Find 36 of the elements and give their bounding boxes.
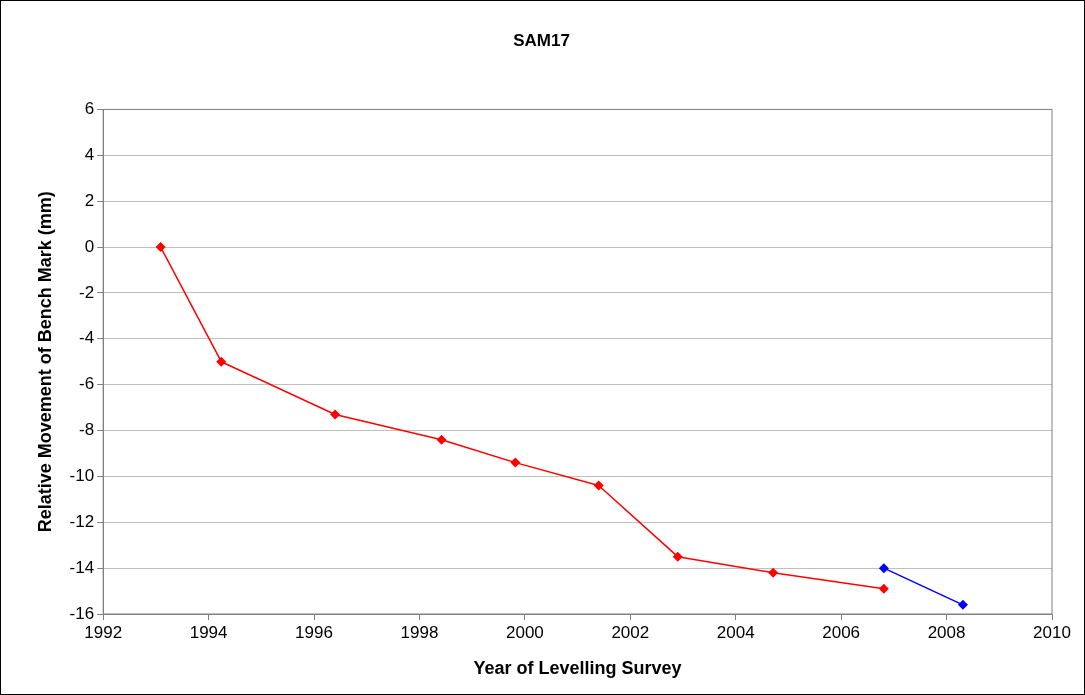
x-tick-label: 2008 — [927, 622, 966, 642]
x-tick-label: 2006 — [822, 622, 861, 642]
y-tick-label: 4 — [84, 144, 95, 164]
chart-title: SAM17 — [513, 30, 570, 50]
x-tick-label: 2004 — [716, 622, 755, 642]
y-axis-title: Relative Movement of Bench Mark (mm) — [34, 191, 55, 533]
y-tick-label: -4 — [79, 328, 95, 348]
x-tick-label: 1992 — [84, 622, 123, 642]
point — [330, 409, 341, 420]
point — [155, 242, 166, 253]
y-tick-label: -14 — [69, 557, 95, 577]
x-tick-label: 2010 — [1033, 622, 1071, 642]
point — [878, 563, 889, 574]
y-tick-label: -8 — [79, 420, 95, 440]
x-axis-title: Year of Levelling Survey — [473, 658, 682, 679]
y-tick-label: 0 — [84, 236, 95, 256]
point — [672, 551, 683, 562]
point — [436, 434, 447, 445]
y-tick-label: -12 — [69, 511, 95, 531]
y-tick-label: -16 — [69, 603, 95, 623]
x-tick-label: 1998 — [400, 622, 439, 642]
y-tick-label: 6 — [84, 99, 95, 119]
point — [216, 356, 227, 367]
y-tick-label: -6 — [79, 374, 95, 394]
point — [957, 599, 968, 610]
x-tick-label: 1994 — [189, 622, 228, 642]
y-tick-label: 2 — [84, 190, 95, 210]
x-tick-label: 2002 — [611, 622, 650, 642]
point — [510, 457, 521, 468]
point — [878, 583, 889, 594]
x-tick-label: 2000 — [505, 622, 544, 642]
point — [768, 567, 779, 578]
y-tick-label: -2 — [79, 282, 95, 302]
x-tick-label: 1996 — [295, 622, 333, 642]
y-tick-label: -10 — [69, 466, 95, 486]
point — [593, 480, 604, 491]
